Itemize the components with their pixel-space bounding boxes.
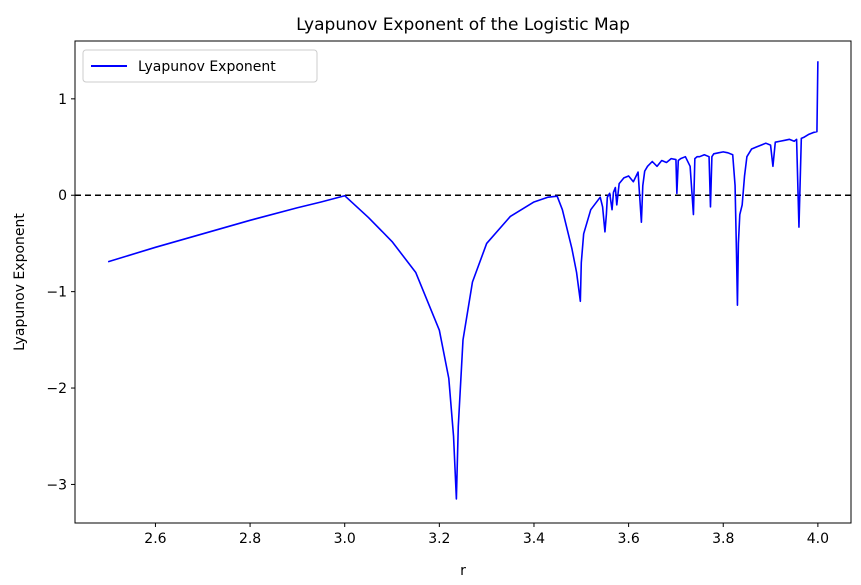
x-tick-label: 3.0 (334, 531, 356, 547)
x-tick-label: 3.6 (617, 531, 639, 547)
x-tick-label: 3.8 (712, 531, 734, 547)
y-tick-label: −1 (46, 285, 67, 301)
legend-label-lyapunov: Lyapunov Exponent (138, 59, 276, 75)
x-tick-label: 3.4 (523, 531, 545, 547)
x-tick-label: 3.2 (428, 531, 450, 547)
chart-title: Lyapunov Exponent of the Logistic Map (296, 15, 630, 35)
x-tick-label: 2.6 (144, 531, 166, 547)
legend: Lyapunov Exponent (82, 49, 318, 83)
x-axis-label: r (460, 563, 466, 579)
plot-area: 2.6 2.8 3.0 3.2 3.4 3.6 3.8 4.0 1 0 −1 −2 −3 (46, 40, 852, 547)
legend-box (82, 49, 318, 83)
y-tick-label: −2 (46, 381, 67, 397)
y-tick-label: 0 (58, 188, 67, 204)
x-tick-label: 2.8 (239, 531, 261, 547)
y-axis-label: Lyapunov Exponent (12, 213, 28, 351)
x-tick-label: 4.0 (807, 531, 829, 547)
y-tick-label: −3 (46, 477, 67, 493)
axes-frame (74, 40, 852, 524)
series-line-lyapunov-exponent (107, 61, 819, 500)
y-tick-label: 1 (58, 92, 67, 108)
